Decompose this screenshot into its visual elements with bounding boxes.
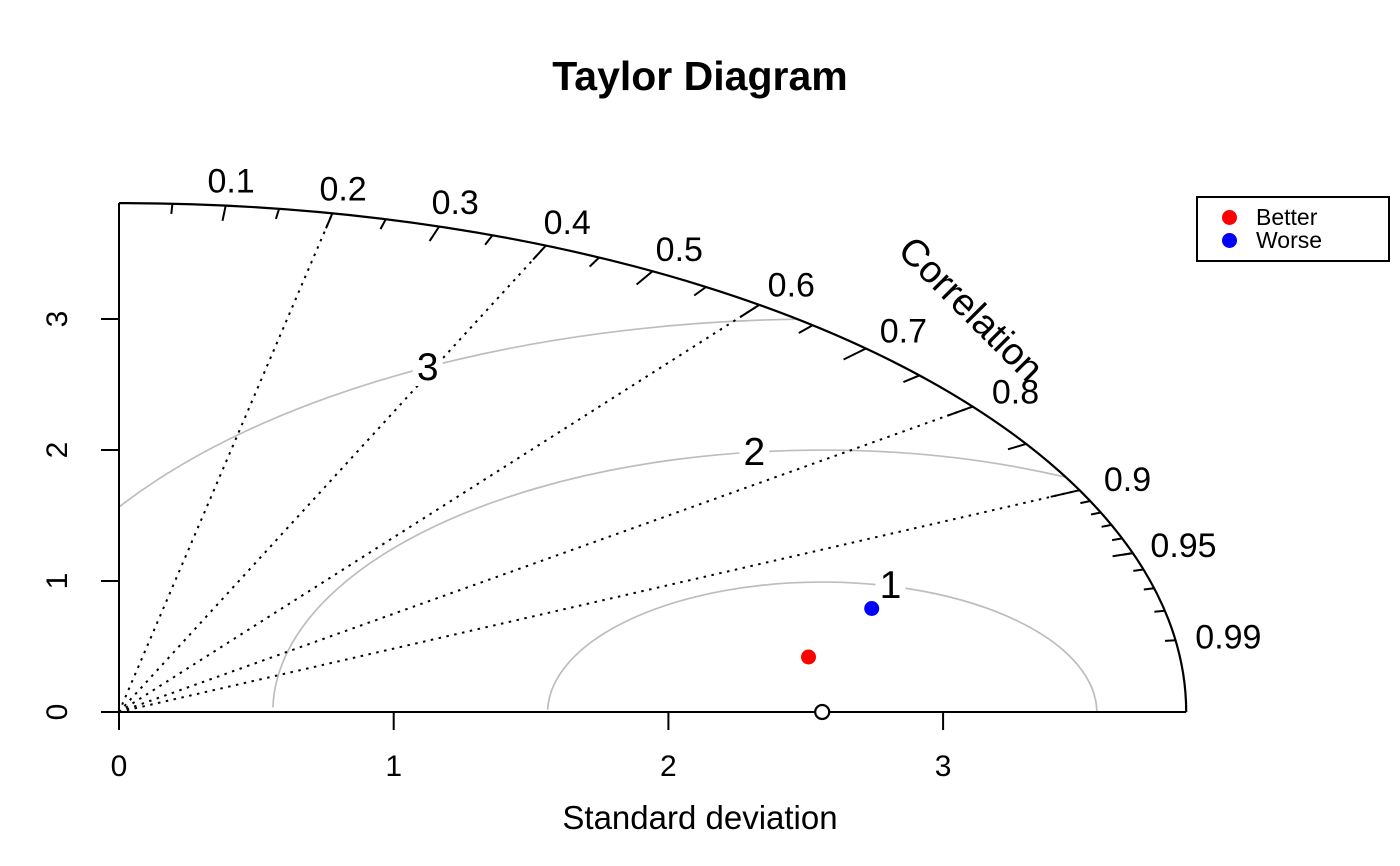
data-point-worse	[864, 601, 880, 616]
y-axis-tick-label: 0	[41, 704, 74, 721]
correlation-tick-label: 0.4	[544, 204, 591, 242]
rms-arc	[118, 318, 798, 508]
x-axis-tick-label: 3	[935, 750, 952, 783]
legend: Better Worse	[1196, 196, 1390, 262]
rms-arc-label: 1	[880, 564, 902, 607]
correlation-medium-tick	[798, 324, 814, 334]
y-axis-tick-label: 2	[41, 442, 74, 459]
reference-point	[814, 703, 831, 721]
correlation-medium-tick	[903, 374, 920, 384]
correlation-tick-label: 0.5	[656, 231, 703, 269]
correlation-medium-tick	[274, 208, 281, 220]
correlation-ray	[118, 212, 334, 713]
rms-arc-label-box	[412, 349, 443, 386]
correlation-big-tick	[428, 225, 441, 242]
correlation-small-tick	[1122, 552, 1133, 556]
correlation-medium-tick	[170, 203, 174, 215]
correlation-medium-tick	[379, 218, 387, 230]
plot-title: Taylor Diagram	[552, 53, 848, 99]
correlation-medium-tick	[484, 234, 494, 246]
x-axis-tick-label: 2	[660, 750, 677, 783]
correlation-tick-label: 0.7	[880, 312, 927, 350]
x-axis-tick-label: 0	[111, 750, 128, 783]
rms-arc-label-box	[875, 567, 906, 605]
correlation-medium-tick	[1007, 442, 1027, 451]
correlation-big-tick	[325, 212, 334, 229]
correlation-tick-label: 0.95	[1150, 527, 1216, 565]
correlation-tick-label: 0.6	[768, 267, 815, 305]
legend-item-better: Better	[1222, 206, 1388, 229]
correlation-medium-tick	[693, 286, 707, 297]
correlation-tick-label: 0.99	[1195, 619, 1261, 657]
correlation-big-tick	[843, 347, 867, 361]
correlation-medium-tick	[588, 256, 600, 268]
legend-label-worse: Worse	[1256, 227, 1323, 253]
legend-label-better: Better	[1256, 204, 1318, 230]
correlation-small-tick	[1090, 511, 1102, 516]
correlation-small-tick	[1133, 568, 1144, 572]
rms-arc	[272, 449, 1066, 708]
correlation-tick-label: 0.2	[319, 170, 366, 208]
better-marker-icon	[1222, 210, 1237, 225]
correlation-small-tick	[1154, 609, 1165, 613]
x-axis-label: Standard deviation	[562, 799, 838, 836]
correlation-big-tick	[1050, 489, 1080, 498]
correlation-tick-label: 0.1	[207, 162, 254, 200]
correlation-ray	[118, 304, 760, 713]
rms-arc	[546, 581, 1098, 713]
correlation-tick-label: 0.3	[432, 184, 479, 222]
correlation-small-tick	[1111, 537, 1123, 542]
correlation-ray	[118, 489, 1080, 713]
rms-arc-label: 2	[743, 431, 765, 474]
correlation-tick-label: 0.9	[1104, 461, 1151, 499]
rms-arc-label-box	[739, 434, 770, 471]
correlation-small-tick	[1080, 500, 1091, 505]
worse-marker-icon	[1222, 233, 1237, 248]
correlation-ray	[118, 405, 974, 713]
correlation-small-tick	[1164, 639, 1176, 642]
correlation-big-tick	[221, 205, 227, 222]
correlation-arc	[118, 202, 1188, 713]
data-point-better	[801, 649, 816, 665]
correlation-small-tick	[1143, 587, 1155, 591]
correlation-ray	[118, 244, 547, 713]
y-axis-tick-label: 3	[41, 311, 74, 328]
correlation-big-tick	[532, 244, 547, 261]
correlation-big-tick	[739, 304, 760, 318]
correlation-small-tick	[1101, 523, 1112, 528]
correlation-axis-label: Correlation	[890, 229, 1051, 390]
rms-arc-label: 3	[417, 346, 439, 389]
x-axis-tick-label: 1	[385, 750, 402, 783]
y-axis-tick-label: 1	[41, 573, 74, 590]
correlation-big-tick	[946, 405, 974, 417]
correlation-big-tick	[635, 270, 654, 286]
legend-item-worse: Worse	[1222, 229, 1388, 252]
correlation-tick-label: 0.8	[992, 373, 1039, 411]
